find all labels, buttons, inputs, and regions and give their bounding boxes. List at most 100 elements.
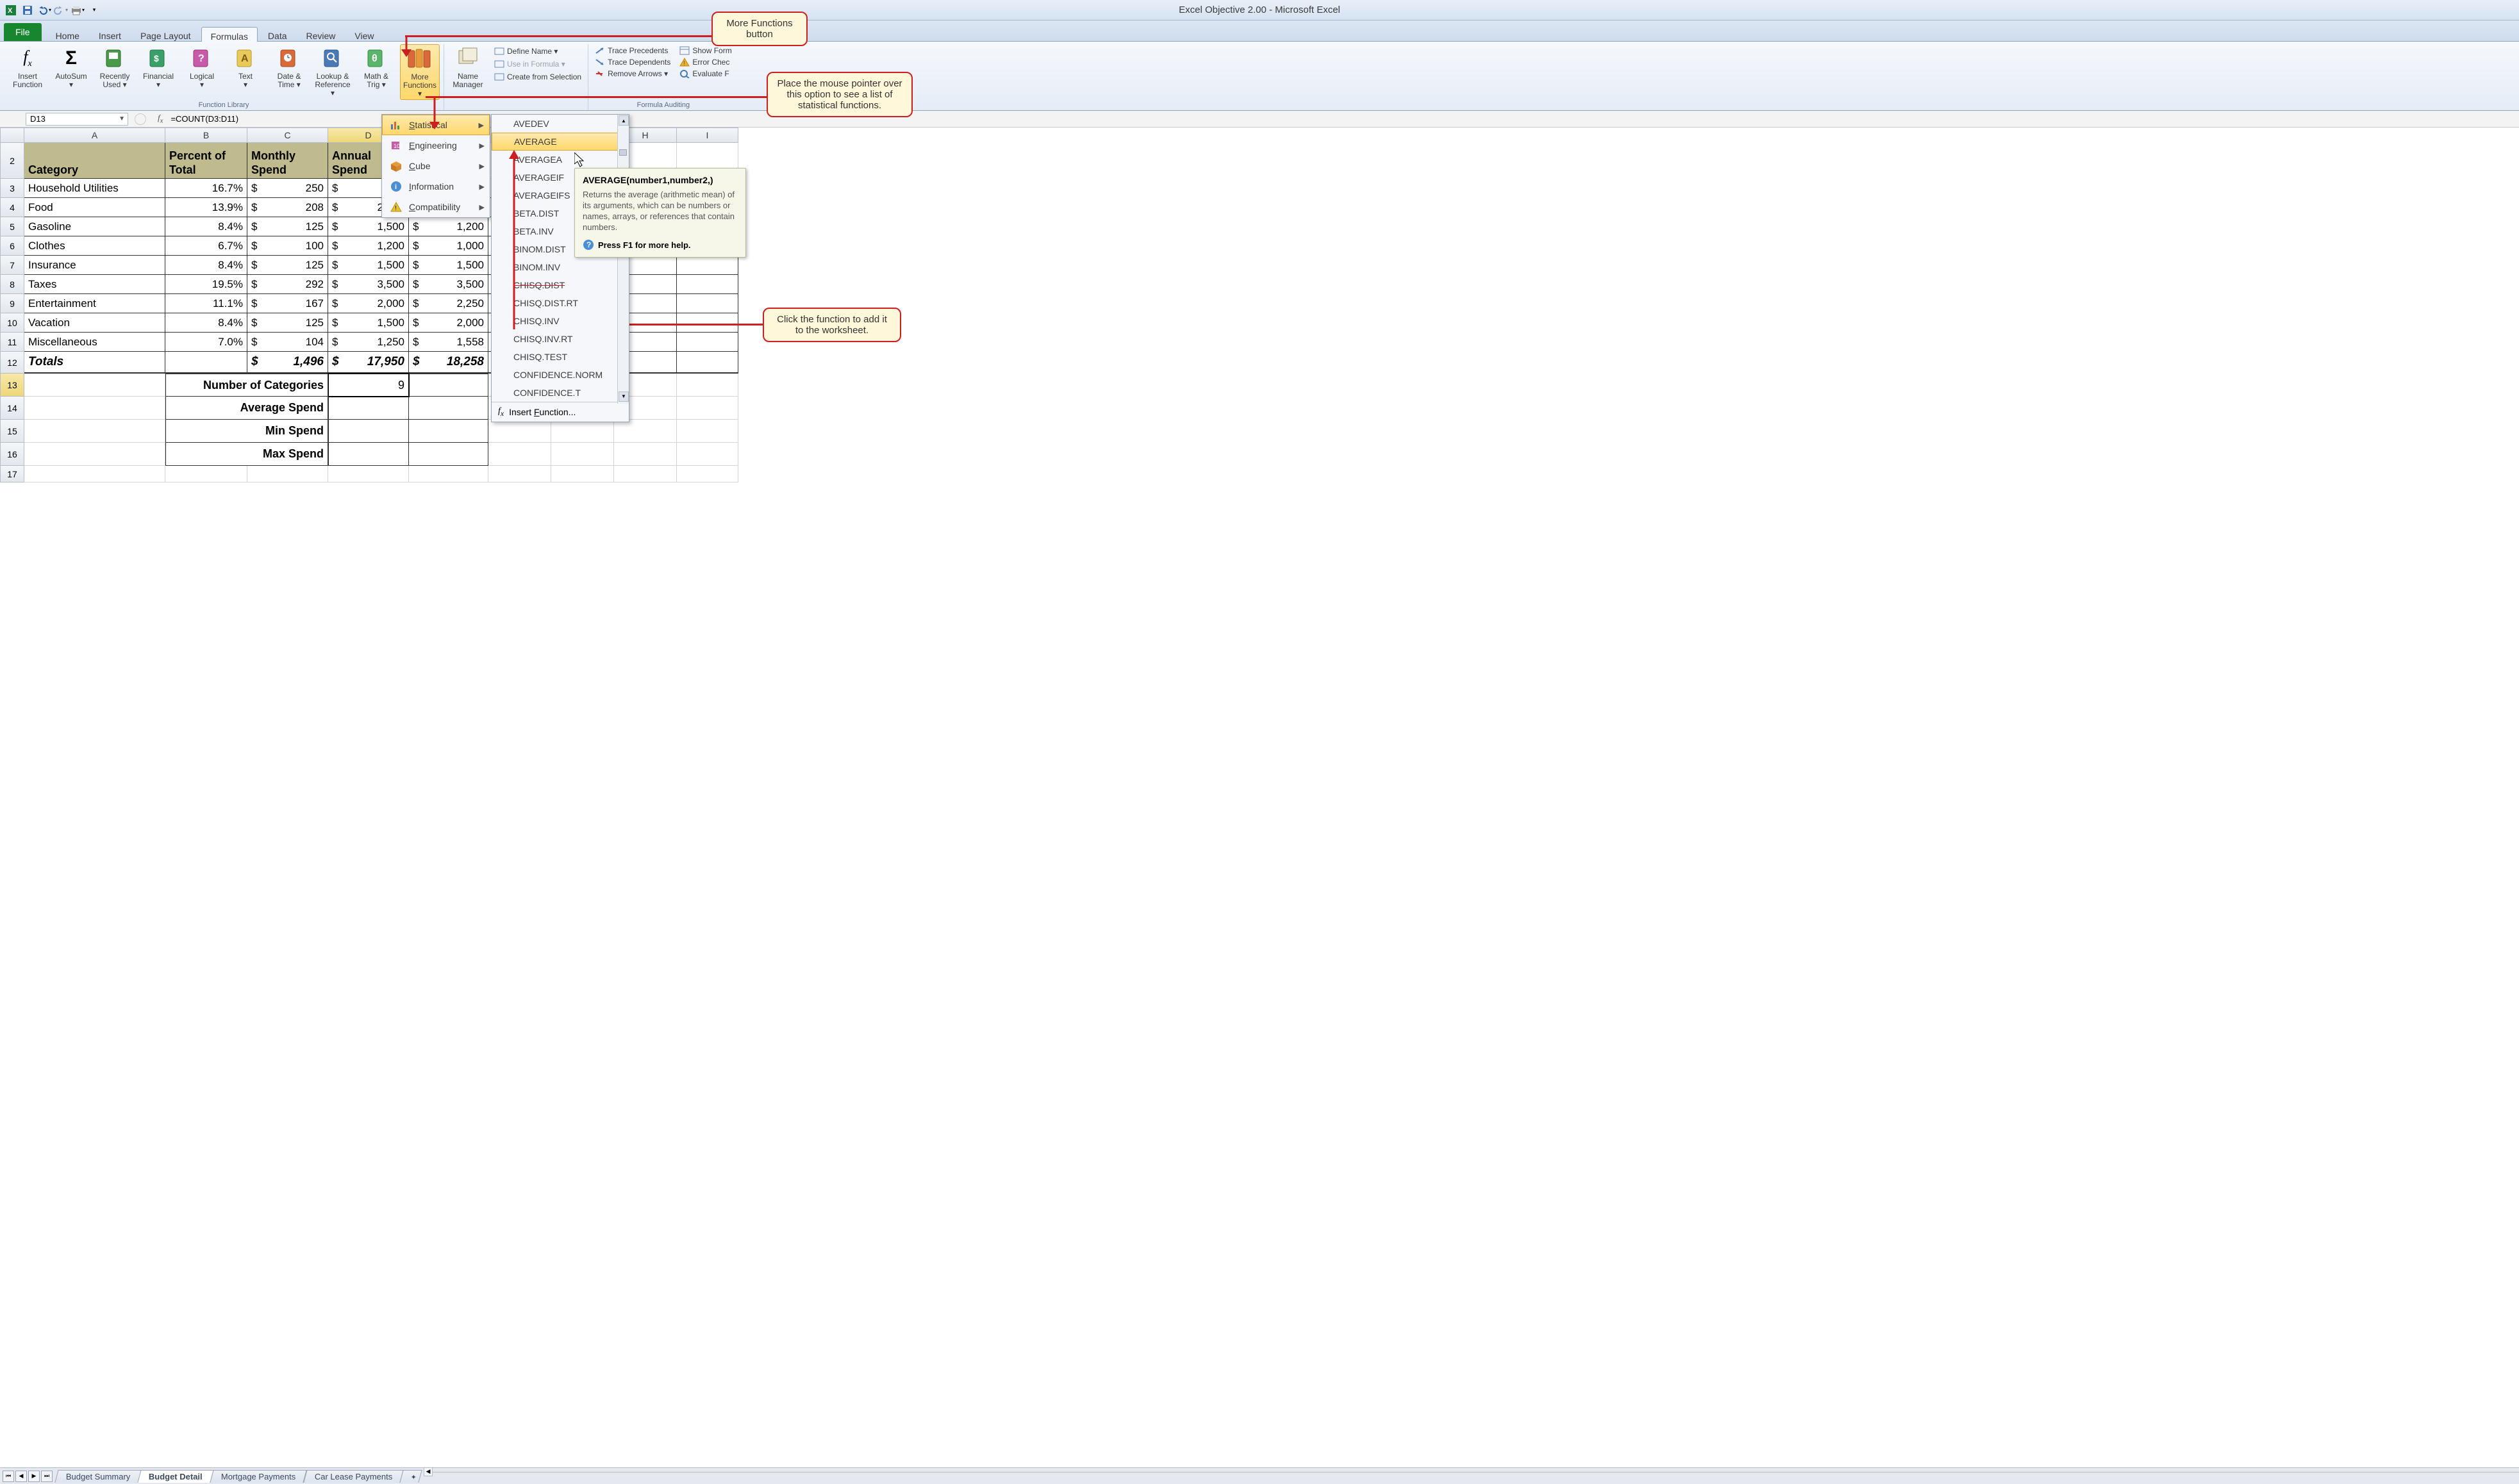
stat-fn-avedev-item[interactable]: AVEDEV [492, 115, 629, 133]
cell-A16[interactable] [24, 443, 165, 466]
cell-D7[interactable]: $1,500 [328, 256, 409, 275]
sheet-tab-budget-summary[interactable]: Budget Summary [54, 1470, 142, 1483]
define-name-button[interactable]: Define Name ▾ [492, 45, 584, 57]
cell-C9[interactable]: $167 [247, 294, 328, 313]
scroll-left-icon[interactable]: ◀ [424, 1467, 433, 1476]
cell-E6[interactable]: $1,000 [409, 236, 488, 256]
fx-icon[interactable]: fx [158, 113, 163, 125]
save-icon[interactable] [21, 3, 35, 17]
evaluate-f-button[interactable]: Evaluate F [677, 69, 734, 79]
cell-B3[interactable]: 16.7% [165, 179, 247, 198]
row-header-9[interactable]: 9 [0, 294, 24, 313]
name-manager-button[interactable]: NameManager [448, 44, 488, 90]
cell-E7[interactable]: $1,500 [409, 256, 488, 275]
more-fn-information-item[interactable]: iInformation▶ [382, 176, 490, 197]
cell-D17[interactable] [328, 466, 409, 482]
text-button[interactable]: AText▾ [226, 44, 265, 90]
cell-C12[interactable]: $1,496 [247, 352, 328, 374]
cell-I8[interactable] [677, 275, 738, 294]
sheet-tab-car-lease-payments[interactable]: Car Lease Payments [303, 1470, 404, 1483]
cell-D6[interactable]: $1,200 [328, 236, 409, 256]
cell-D5[interactable]: $1,500 [328, 217, 409, 236]
cell-B5[interactable]: 8.4% [165, 217, 247, 236]
stat-fn-confidence-norm-item[interactable]: CONFIDENCE.NORM [492, 366, 629, 384]
cell-I13[interactable] [677, 374, 738, 397]
cell-I9[interactable] [677, 294, 738, 313]
name-box-dropdown-icon[interactable]: ▼ [119, 115, 125, 122]
col-header-A[interactable]: A [24, 128, 165, 143]
cell-D16[interactable] [328, 443, 409, 466]
cell-E15[interactable] [409, 420, 488, 443]
cell-B4[interactable]: 13.9% [165, 198, 247, 217]
row-header-2[interactable]: 2 [0, 143, 24, 179]
cell-B16[interactable] [165, 443, 247, 466]
name-box[interactable]: D13 ▼ [26, 113, 128, 126]
cell-A15[interactable] [24, 420, 165, 443]
insert-function-button[interactable]: fxInsertFunction [8, 44, 47, 90]
row-header-5[interactable]: 5 [0, 217, 24, 236]
cell-B11[interactable]: 7.0% [165, 333, 247, 352]
stat-fn-chisq-inv-rt-item[interactable]: CHISQ.INV.RT [492, 330, 629, 348]
lookup-reference-button[interactable]: Lookup &Reference ▾ [313, 44, 353, 99]
cell-A12[interactable]: Totals [24, 352, 165, 374]
cell-A9[interactable]: Entertainment [24, 294, 165, 313]
math-trig-button[interactable]: θMath &Trig ▾ [356, 44, 396, 90]
cell-E11[interactable]: $1,558 [409, 333, 488, 352]
row-header-3[interactable]: 3 [0, 179, 24, 198]
undo-icon[interactable]: ▾ [37, 3, 51, 17]
cell-C2[interactable]: Monthly Spend [247, 143, 328, 179]
new-sheet-button[interactable]: ✦ [399, 1470, 422, 1483]
cell-A4[interactable]: Food [24, 198, 165, 217]
cell-C4[interactable]: $208 [247, 198, 328, 217]
scroll-up-icon[interactable]: ▲ [619, 115, 629, 126]
cell-C15[interactable]: Min Spend [247, 420, 328, 443]
cell-B9[interactable]: 11.1% [165, 294, 247, 313]
cell-I14[interactable] [677, 397, 738, 420]
cell-H16[interactable] [614, 443, 677, 466]
more-fn-engineering-item[interactable]: 101Engineering▶ [382, 135, 490, 156]
col-header-I[interactable]: I [677, 128, 738, 143]
row-header-4[interactable]: 4 [0, 198, 24, 217]
remove-arrows-button[interactable]: Remove Arrows ▾ [592, 69, 673, 79]
cell-E9[interactable]: $2,250 [409, 294, 488, 313]
row-header-13[interactable]: 13 [0, 374, 24, 397]
cell-B8[interactable]: 19.5% [165, 275, 247, 294]
worksheet-grid[interactable]: ABCDEFGHI 2CategoryPercent of TotalMonth… [0, 128, 2519, 482]
cell-D14[interactable] [328, 397, 409, 420]
stat-fn-confidence-t-item[interactable]: CONFIDENCE.T [492, 384, 629, 402]
cell-F17[interactable] [488, 466, 551, 482]
cell-B2[interactable]: Percent of Total [165, 143, 247, 179]
logical-button[interactable]: ?Logical▾ [182, 44, 222, 90]
cell-H15[interactable] [614, 420, 677, 443]
cell-D8[interactable]: $3,500 [328, 275, 409, 294]
row-header-12[interactable]: 12 [0, 352, 24, 374]
cell-I17[interactable] [677, 466, 738, 482]
date-time-button[interactable]: Date &Time ▾ [269, 44, 309, 90]
cell-G15[interactable] [551, 420, 614, 443]
sheet-nav-prev[interactable]: ◀ [15, 1471, 27, 1482]
cell-B15[interactable] [165, 420, 247, 443]
cell-D12[interactable]: $17,950 [328, 352, 409, 374]
row-header-11[interactable]: 11 [0, 333, 24, 352]
cell-I11[interactable] [677, 333, 738, 352]
cell-I12[interactable] [677, 352, 738, 374]
cell-C8[interactable]: $292 [247, 275, 328, 294]
cell-A8[interactable]: Taxes [24, 275, 165, 294]
redo-icon[interactable]: ▾ [54, 3, 68, 17]
cell-A6[interactable]: Clothes [24, 236, 165, 256]
cell-C13[interactable]: Number of Categories [247, 374, 328, 397]
cell-H17[interactable] [614, 466, 677, 482]
col-header-B[interactable]: B [165, 128, 247, 143]
cell-I10[interactable] [677, 313, 738, 333]
cell-C17[interactable] [247, 466, 328, 482]
stat-fn-average-item[interactable]: AVERAGE [492, 133, 629, 151]
file-tab[interactable]: File [4, 23, 42, 41]
trace-dependents-button[interactable]: Trace Dependents [592, 57, 673, 67]
cell-A5[interactable]: Gasoline [24, 217, 165, 236]
row-header-7[interactable]: 7 [0, 256, 24, 275]
cell-C3[interactable]: $250 [247, 179, 328, 198]
cell-G17[interactable] [551, 466, 614, 482]
cell-D13[interactable]: 9 [328, 374, 409, 397]
cell-I7[interactable] [677, 256, 738, 275]
row-header-6[interactable]: 6 [0, 236, 24, 256]
